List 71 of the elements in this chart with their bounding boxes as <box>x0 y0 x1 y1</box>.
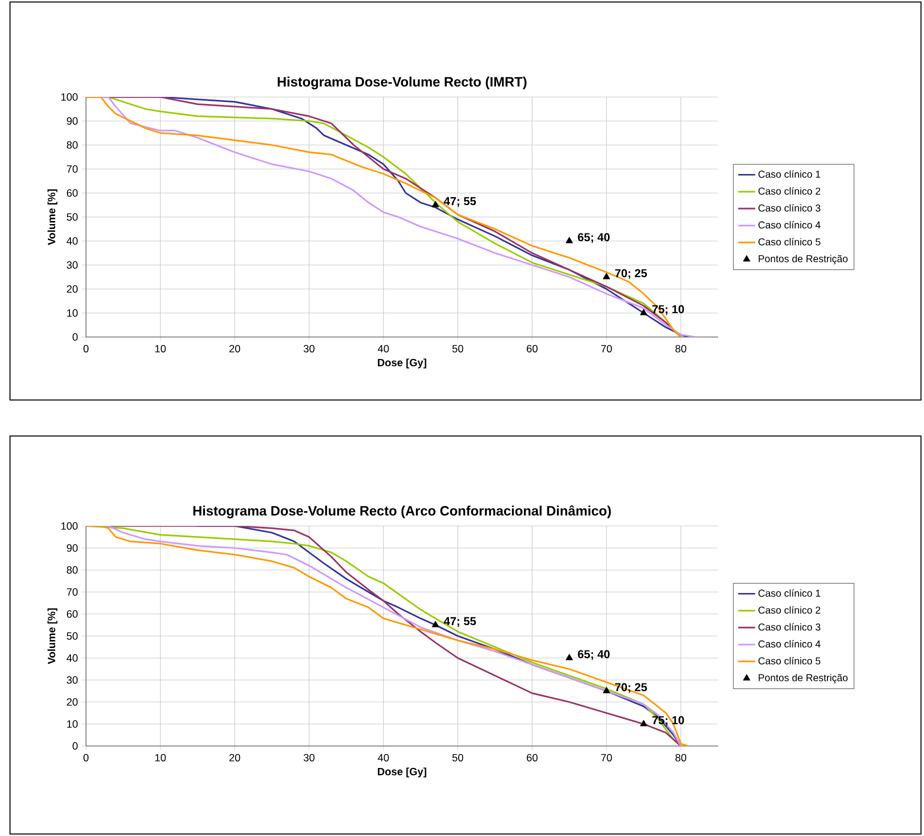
x-tick-label: 70 <box>601 344 612 352</box>
y-tick-label: 90 <box>66 117 78 125</box>
point <box>602 686 610 694</box>
x-tick-label: 60 <box>526 344 538 352</box>
x-tick-label: 0 <box>83 344 89 352</box>
y-tick-label: 0 <box>72 333 78 341</box>
y-tick-label: 20 <box>66 698 78 706</box>
y-tick-label: 80 <box>66 141 78 149</box>
x-tick-label: 30 <box>304 754 314 762</box>
x-axis-title: Dose [Gy] <box>378 768 426 778</box>
point <box>432 200 440 208</box>
y-tick-label: 30 <box>66 676 78 684</box>
y-tick-label: 30 <box>66 261 78 269</box>
point <box>566 236 573 244</box>
x-tick-label: 60 <box>526 754 538 762</box>
y-tick-label: 10 <box>67 309 78 317</box>
chart-title: Histograma Dose-Volume Recto (IMRT) <box>278 76 526 90</box>
legend-label: Caso clínico 3 <box>758 623 820 631</box>
y-tick-label: 40 <box>66 237 78 245</box>
x-axis-title: Dose [Gy] <box>378 358 426 368</box>
y-tick-label: 60 <box>66 189 78 197</box>
x-tick-label: 80 <box>675 754 686 762</box>
y-tick-label: 0 <box>72 742 78 750</box>
legend-label: Pontos de Restrição <box>758 254 848 264</box>
legend-label: Caso clínico 5 <box>758 238 820 246</box>
y-axis-title: Volume [%] <box>48 608 58 664</box>
y-tick-label: 70 <box>66 165 78 173</box>
point <box>640 308 648 316</box>
y-tick-label: 100 <box>61 93 78 101</box>
x-tick-label: 20 <box>229 344 240 352</box>
x-tick-label: 40 <box>378 754 389 762</box>
y-tick-label: 70 <box>66 588 78 596</box>
x-tick-label: 70 <box>601 754 612 762</box>
y-tick-label: 10 <box>67 720 78 728</box>
data-label: 65; 40 <box>578 233 610 243</box>
y-tick-label: 50 <box>66 632 78 640</box>
point <box>566 654 573 660</box>
legend-label: Caso clínico 5 <box>758 656 820 664</box>
y-tick-label: 20 <box>66 285 78 293</box>
data-label: 70; 25 <box>615 269 647 279</box>
x-tick-label: 0 <box>83 754 89 762</box>
x-tick-label: 10 <box>155 754 166 762</box>
x-tick-label: 50 <box>452 754 464 762</box>
y-tick-label: 50 <box>66 213 78 221</box>
legend-label: Pontos de Restrição <box>758 674 848 684</box>
point <box>602 272 610 280</box>
legend-label: Caso clínico 4 <box>758 221 820 229</box>
legend-label: Caso clínico 2 <box>758 187 820 195</box>
legend-label: Caso clínico 1 <box>758 170 820 178</box>
y-axis-title: Volume [%] <box>48 189 58 246</box>
y-tick-label: 60 <box>66 610 78 618</box>
x-tick-label: 40 <box>378 344 389 352</box>
legend-label: Caso clínico 4 <box>758 640 820 648</box>
x-tick-label: 20 <box>229 754 240 762</box>
point <box>640 720 648 726</box>
data-label: 47; 55 <box>444 617 476 627</box>
y-tick-label: 100 <box>61 522 78 530</box>
y-tick-label: 40 <box>66 654 78 662</box>
chart-title: Histograma Dose-Volume Recto (Arco Conformacional Dinâmico) <box>193 505 611 518</box>
x-tick-label: 10 <box>155 344 166 352</box>
x-tick-label: 80 <box>675 344 686 352</box>
legend-label: Caso clínico 3 <box>758 204 820 212</box>
y-tick-label: 80 <box>66 566 78 574</box>
data-label: 65; 40 <box>578 650 610 660</box>
x-tick-label: 30 <box>304 344 314 352</box>
legend-label: Caso clínico 2 <box>758 606 820 614</box>
legend-label: Caso clínico 1 <box>758 589 820 597</box>
x-tick-label: 50 <box>452 344 464 352</box>
point <box>432 620 440 628</box>
y-tick-label: 90 <box>66 544 78 552</box>
data-label: 47; 55 <box>444 197 476 207</box>
